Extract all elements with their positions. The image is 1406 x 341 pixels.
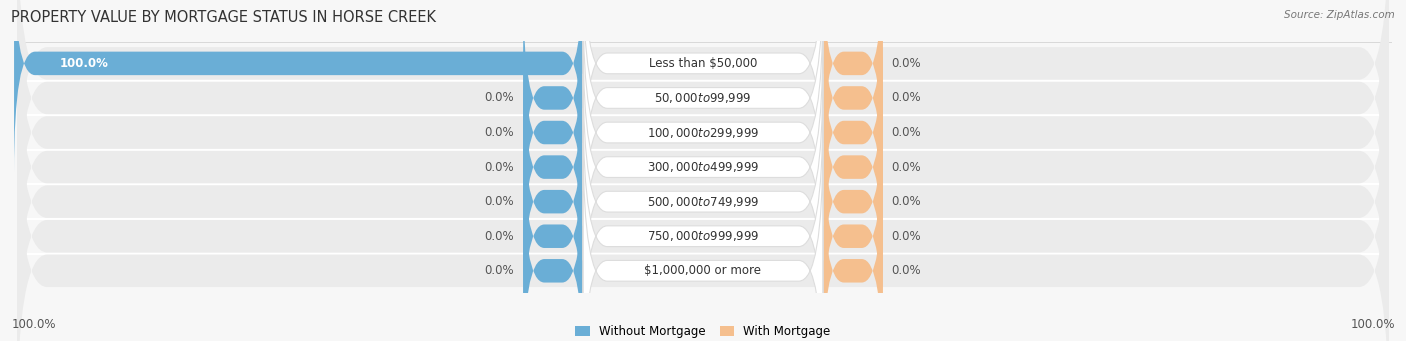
- Text: 0.0%: 0.0%: [891, 57, 921, 70]
- FancyBboxPatch shape: [17, 45, 1389, 341]
- FancyBboxPatch shape: [523, 162, 583, 341]
- Text: 100.0%: 100.0%: [59, 57, 108, 70]
- FancyBboxPatch shape: [583, 5, 823, 261]
- Text: PROPERTY VALUE BY MORTGAGE STATUS IN HORSE CREEK: PROPERTY VALUE BY MORTGAGE STATUS IN HOR…: [11, 10, 436, 25]
- FancyBboxPatch shape: [14, 0, 583, 173]
- FancyBboxPatch shape: [583, 0, 823, 191]
- Text: 0.0%: 0.0%: [891, 91, 921, 104]
- Text: Source: ZipAtlas.com: Source: ZipAtlas.com: [1284, 10, 1395, 20]
- Text: $1,000,000 or more: $1,000,000 or more: [644, 264, 762, 277]
- FancyBboxPatch shape: [523, 0, 583, 207]
- FancyBboxPatch shape: [823, 58, 883, 276]
- FancyBboxPatch shape: [823, 0, 883, 173]
- Text: 0.0%: 0.0%: [891, 195, 921, 208]
- Text: $750,000 to $999,999: $750,000 to $999,999: [647, 229, 759, 243]
- FancyBboxPatch shape: [823, 92, 883, 311]
- Text: 0.0%: 0.0%: [485, 126, 515, 139]
- Text: Less than $50,000: Less than $50,000: [648, 57, 758, 70]
- FancyBboxPatch shape: [17, 114, 1389, 341]
- Text: 0.0%: 0.0%: [485, 91, 515, 104]
- Text: 0.0%: 0.0%: [485, 161, 515, 174]
- Text: $500,000 to $749,999: $500,000 to $749,999: [647, 195, 759, 209]
- FancyBboxPatch shape: [17, 0, 1389, 220]
- FancyBboxPatch shape: [583, 108, 823, 341]
- Legend: Without Mortgage, With Mortgage: Without Mortgage, With Mortgage: [571, 321, 835, 341]
- FancyBboxPatch shape: [823, 127, 883, 341]
- Text: 0.0%: 0.0%: [485, 264, 515, 277]
- FancyBboxPatch shape: [583, 143, 823, 341]
- FancyBboxPatch shape: [523, 127, 583, 341]
- FancyBboxPatch shape: [523, 58, 583, 276]
- Text: $300,000 to $499,999: $300,000 to $499,999: [647, 160, 759, 174]
- Text: $50,000 to $99,999: $50,000 to $99,999: [654, 91, 752, 105]
- FancyBboxPatch shape: [583, 39, 823, 295]
- FancyBboxPatch shape: [823, 162, 883, 341]
- Text: 100.0%: 100.0%: [11, 318, 56, 331]
- Text: 0.0%: 0.0%: [891, 161, 921, 174]
- FancyBboxPatch shape: [17, 0, 1389, 254]
- FancyBboxPatch shape: [17, 80, 1389, 341]
- FancyBboxPatch shape: [823, 23, 883, 242]
- FancyBboxPatch shape: [17, 11, 1389, 324]
- FancyBboxPatch shape: [583, 74, 823, 329]
- FancyBboxPatch shape: [523, 92, 583, 311]
- FancyBboxPatch shape: [823, 0, 883, 207]
- Text: 100.0%: 100.0%: [1350, 318, 1395, 331]
- FancyBboxPatch shape: [523, 23, 583, 242]
- Text: $100,000 to $299,999: $100,000 to $299,999: [647, 125, 759, 139]
- Text: 0.0%: 0.0%: [891, 126, 921, 139]
- Text: 0.0%: 0.0%: [891, 230, 921, 243]
- Text: 0.0%: 0.0%: [891, 264, 921, 277]
- FancyBboxPatch shape: [583, 0, 823, 226]
- Text: 0.0%: 0.0%: [485, 195, 515, 208]
- FancyBboxPatch shape: [17, 0, 1389, 289]
- Text: 0.0%: 0.0%: [485, 230, 515, 243]
